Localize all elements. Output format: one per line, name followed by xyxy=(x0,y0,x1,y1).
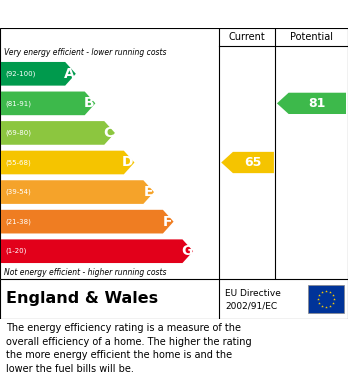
Text: Energy Efficiency Rating: Energy Efficiency Rating xyxy=(8,7,218,22)
Text: (69-80): (69-80) xyxy=(5,130,31,136)
Text: F: F xyxy=(163,215,173,229)
Polygon shape xyxy=(277,93,346,114)
Bar xyxy=(308,285,344,313)
Polygon shape xyxy=(1,62,76,86)
Text: A: A xyxy=(64,67,75,81)
Text: D: D xyxy=(122,156,134,170)
Text: G: G xyxy=(181,244,192,258)
Text: 2002/91/EC: 2002/91/EC xyxy=(225,302,277,311)
Polygon shape xyxy=(221,152,274,173)
Polygon shape xyxy=(1,151,134,174)
Text: (55-68): (55-68) xyxy=(5,159,31,166)
Polygon shape xyxy=(1,121,115,145)
Text: C: C xyxy=(104,126,114,140)
Text: (92-100): (92-100) xyxy=(5,70,35,77)
Polygon shape xyxy=(1,91,95,115)
Text: Very energy efficient - lower running costs: Very energy efficient - lower running co… xyxy=(4,48,166,57)
Text: 81: 81 xyxy=(309,97,326,110)
Text: The energy efficiency rating is a measure of the
overall efficiency of a home. T: The energy efficiency rating is a measur… xyxy=(6,323,252,374)
Text: 65: 65 xyxy=(245,156,262,169)
Text: B: B xyxy=(84,96,94,110)
Text: Not energy efficient - higher running costs: Not energy efficient - higher running co… xyxy=(4,268,166,277)
Text: Current: Current xyxy=(229,32,266,42)
Text: (39-54): (39-54) xyxy=(5,189,31,196)
Polygon shape xyxy=(1,239,193,263)
Text: (1-20): (1-20) xyxy=(5,248,26,255)
Polygon shape xyxy=(1,210,174,233)
Text: England & Wales: England & Wales xyxy=(6,292,158,307)
Text: EU Directive: EU Directive xyxy=(225,289,281,298)
Text: E: E xyxy=(143,185,153,199)
Text: (81-91): (81-91) xyxy=(5,100,31,107)
Text: Potential: Potential xyxy=(290,32,333,42)
Polygon shape xyxy=(1,180,154,204)
Text: (21-38): (21-38) xyxy=(5,219,31,225)
